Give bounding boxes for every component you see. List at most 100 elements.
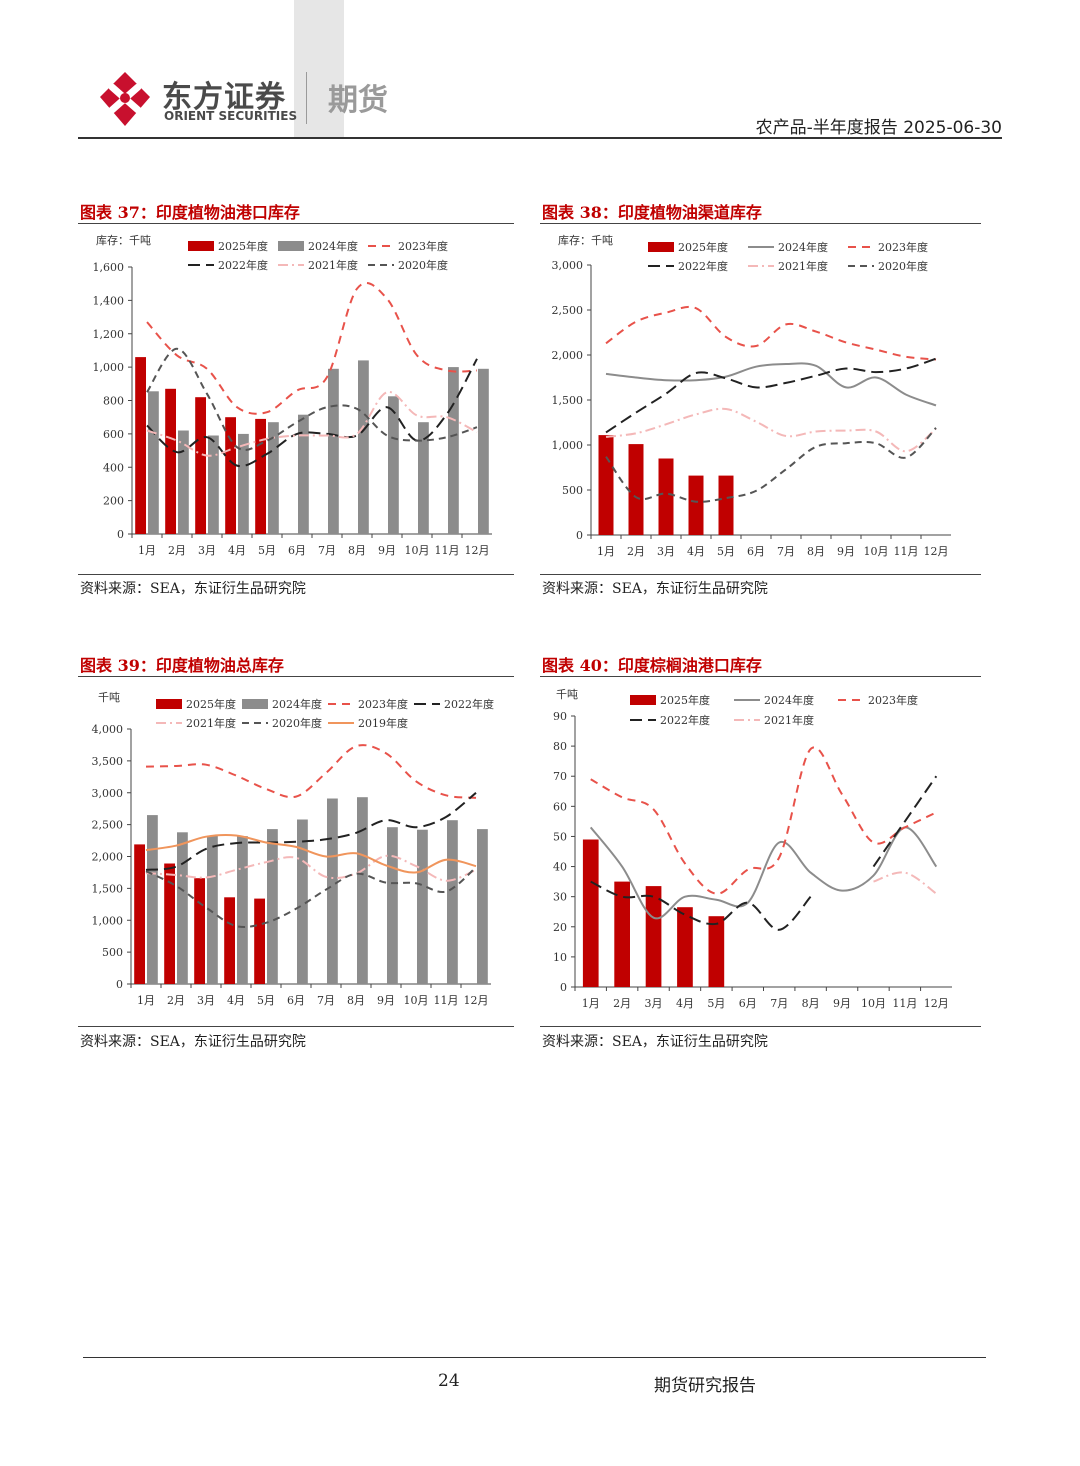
series-line-2021年度 (146, 391, 478, 457)
x-tick-label: 5月 (707, 997, 725, 1010)
bar-2025年度-5月 (718, 475, 734, 535)
x-tick-label: 3月 (198, 544, 216, 557)
y-tick-label: 2,000 (92, 851, 124, 864)
legend-label-2025年度: 2025年度 (186, 697, 236, 711)
chart-title-rule (540, 223, 981, 224)
bar-2024年度-9月 (387, 827, 398, 984)
bar-2025年度-5月 (254, 898, 265, 984)
page-number: 24 (438, 1371, 460, 1391)
bar-2024年度-8月 (358, 360, 369, 534)
legend-label-2020年度: 2020年度 (398, 258, 448, 272)
bar-2024年度-4月 (237, 836, 248, 984)
legend-label-2022年度: 2022年度 (678, 259, 728, 273)
y-tick-label: 2,000 (552, 349, 584, 362)
x-tick-label: 1月 (582, 997, 600, 1010)
y-tick-label: 600 (103, 428, 124, 441)
x-tick-label: 7月 (777, 545, 795, 558)
bar-2024年度-12月 (477, 829, 488, 984)
series-line-2024年度 (589, 826, 938, 920)
y-tick-label: 0 (576, 529, 583, 542)
footer-label: 期货研究报告 (654, 1376, 756, 1396)
series-line-2021年度 (605, 407, 937, 453)
series-line-2020年度 (605, 427, 937, 503)
legend-label-2025年度: 2025年度 (218, 239, 268, 253)
x-tick-label: 6月 (287, 994, 305, 1007)
bar-2025年度-3月 (194, 878, 205, 984)
x-tick-label: 7月 (318, 544, 336, 557)
chart-source-rule (78, 1026, 514, 1027)
unit-label: 库存：千吨 (96, 233, 151, 247)
y-tick-label: 50 (553, 830, 567, 843)
legend-swatch-2025年度 (188, 241, 214, 251)
brand-divider (306, 72, 307, 124)
x-tick-label: 4月 (228, 544, 246, 557)
series-line-2024年度 (605, 362, 937, 407)
series-line-2022年度 (590, 880, 812, 931)
bar-2025年度-4月 (677, 907, 693, 987)
bar-2024年度-8月 (357, 797, 368, 984)
x-tick-label: 1月 (597, 545, 615, 558)
bar-2025年度-3月 (195, 397, 206, 534)
chart-source-rule (540, 574, 981, 575)
x-tick-label: 7月 (317, 994, 335, 1007)
series-line-2019年度 (145, 833, 477, 874)
x-tick-label: 4月 (676, 997, 694, 1010)
chart-source-39: 资料来源：SEA，东证衍生品研究院 (80, 1034, 306, 1050)
x-tick-label: 2月 (167, 994, 185, 1007)
bar-2025年度-2月 (165, 388, 176, 534)
y-tick-label: 800 (103, 395, 124, 408)
bar-2024年度-2月 (177, 832, 188, 984)
y-tick-label: 10 (553, 951, 567, 964)
x-tick-label: 12月 (465, 544, 490, 557)
series-line-2022年度 (145, 792, 477, 871)
bar-2025年度-1月 (134, 844, 145, 984)
chart-source-rule (540, 1026, 981, 1027)
x-tick-label: 5月 (257, 994, 275, 1007)
y-tick-label: 3,000 (552, 259, 584, 272)
legend-swatch-2025年度 (630, 695, 656, 705)
bar-2024年度-1月 (148, 391, 159, 534)
y-tick-label: 0 (116, 978, 123, 991)
x-tick-label: 5月 (258, 544, 276, 557)
y-tick-label: 20 (553, 921, 567, 934)
legend-label-2021年度: 2021年度 (186, 716, 236, 730)
series-line-2022年度 (872, 775, 938, 868)
bar-2024年度-10月 (418, 422, 429, 534)
bar-2024年度-6月 (298, 414, 309, 534)
bar-2024年度-11月 (448, 367, 459, 534)
orient-securities-logo (100, 72, 150, 126)
bar-2024年度-6月 (297, 819, 308, 984)
series-line-2022年度 (605, 357, 937, 434)
y-tick-label: 1,200 (93, 328, 125, 341)
legend-label-2025年度: 2025年度 (678, 240, 728, 254)
bar-2025年度-2月 (628, 444, 644, 535)
y-tick-label: 400 (103, 461, 124, 474)
x-tick-label: 9月 (377, 994, 395, 1007)
unit-label: 库存：千吨 (558, 233, 613, 247)
y-tick-label: 30 (553, 891, 567, 904)
chart-title-rule (78, 223, 514, 224)
series-line-2023年度 (590, 746, 937, 895)
bar-2024年度-3月 (207, 835, 218, 984)
chart-title-38: 图表 38：印度植物油渠道库存 (542, 203, 762, 222)
legend-label-2023年度: 2023年度 (878, 240, 928, 254)
bar-2025年度-1月 (135, 357, 146, 534)
y-tick-label: 70 (553, 770, 567, 783)
bar-2024年度-11月 (447, 820, 458, 984)
bar-2024年度-2月 (178, 430, 189, 534)
bar-2025年度-3月 (645, 886, 662, 987)
y-tick-label: 1,500 (92, 882, 124, 895)
legend-label-2024年度: 2024年度 (308, 239, 358, 253)
legend-label-2022年度: 2022年度 (444, 697, 494, 711)
bar-2024年度-5月 (268, 422, 279, 534)
bar-2025年度-4月 (688, 475, 704, 535)
legend-label-2019年度: 2019年度 (358, 716, 408, 730)
legend-swatch-2024年度 (278, 241, 304, 251)
y-tick-label: 500 (562, 484, 583, 497)
legend-label-2022年度: 2022年度 (660, 713, 710, 727)
bar-2024年度-9月 (388, 396, 399, 534)
series-line-2023年度 (146, 282, 478, 415)
chart-source-40: 资料来源：SEA，东证衍生品研究院 (542, 1034, 768, 1050)
chart-source-rule (78, 574, 514, 575)
